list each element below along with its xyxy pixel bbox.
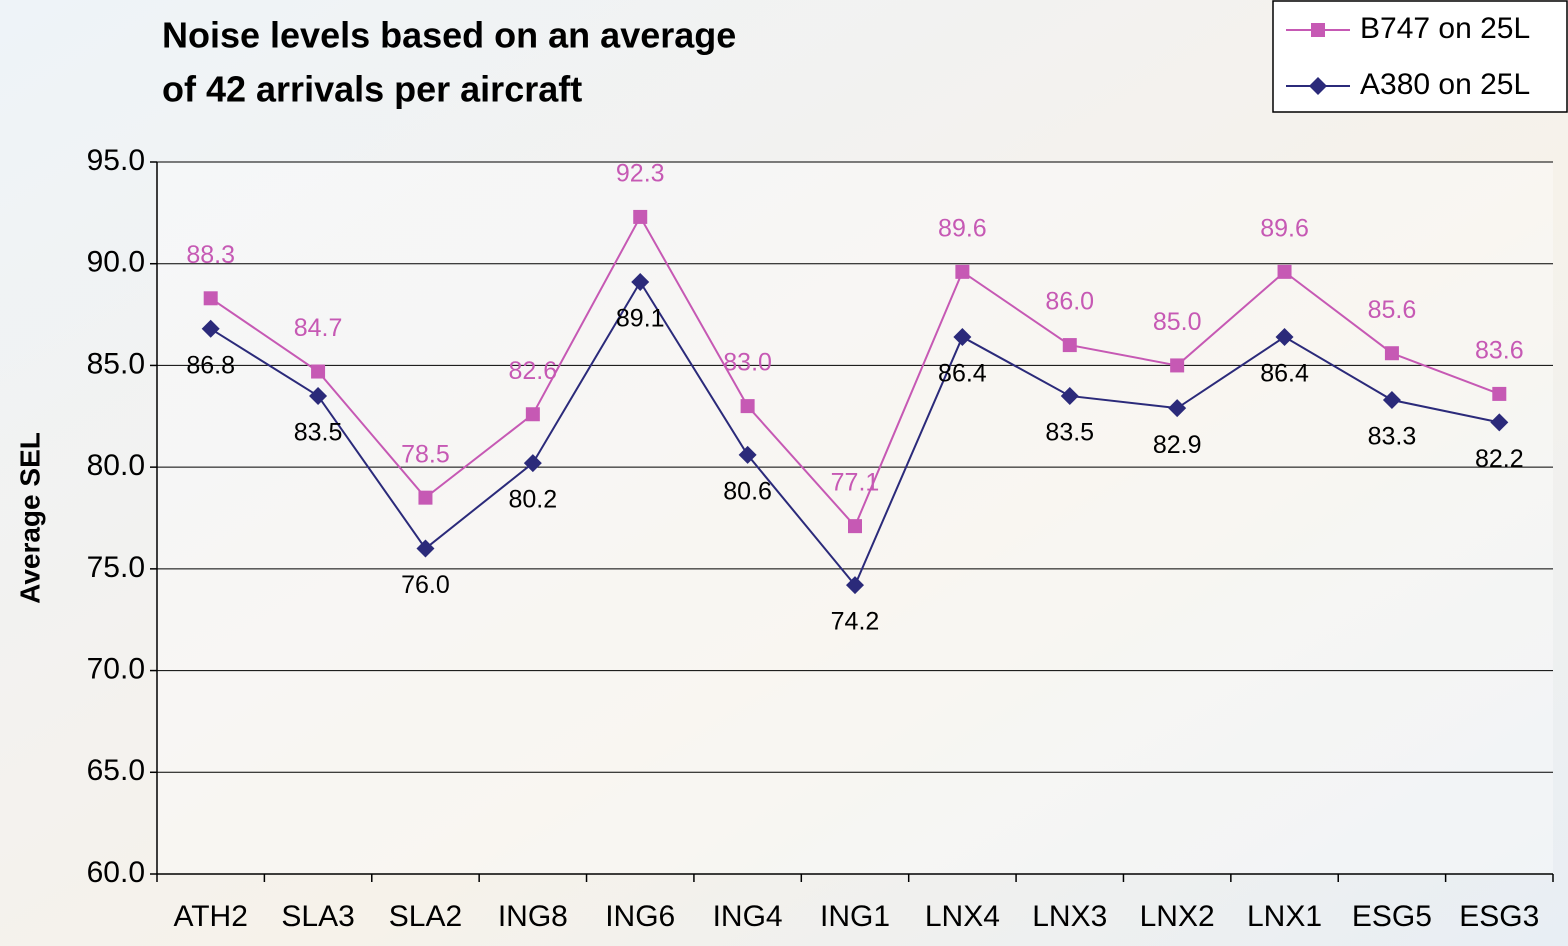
data-label: 83.6 — [1475, 337, 1524, 365]
data-point — [740, 399, 755, 414]
y-tick-label: 75.0 — [87, 551, 145, 584]
data-point — [633, 209, 648, 224]
data-label: 88.3 — [186, 241, 235, 269]
data-label: 86.4 — [1260, 360, 1309, 388]
y-tick-label: 60.0 — [87, 856, 145, 889]
data-point — [846, 576, 864, 595]
data-label: 78.5 — [401, 440, 450, 468]
data-label: 74.2 — [831, 608, 880, 636]
x-tick-label: LNX4 — [925, 900, 1000, 933]
data-point — [1492, 386, 1507, 401]
data-label: 89.6 — [1260, 214, 1309, 242]
plot-area — [157, 162, 1553, 874]
data-label: 77.1 — [831, 469, 880, 497]
x-tick-label: LNX3 — [1032, 900, 1107, 933]
x-tick-label: ESG5 — [1352, 900, 1432, 933]
data-point — [738, 445, 757, 464]
data-label: 80.6 — [723, 478, 772, 506]
y-axis-title: Average SEL — [14, 432, 45, 604]
data-point — [416, 539, 435, 558]
x-tick-label: SLA3 — [281, 900, 354, 933]
data-point — [203, 291, 218, 306]
x-tick-label: ING6 — [605, 900, 675, 933]
y-tick-label: 90.0 — [87, 246, 145, 279]
data-point — [418, 490, 433, 505]
data-point — [953, 327, 972, 346]
data-label: 86.0 — [1045, 288, 1094, 316]
data-label: 83.5 — [294, 419, 343, 447]
y-tick-label: 95.0 — [87, 144, 145, 177]
data-label: 76.0 — [401, 571, 450, 599]
data-point — [1060, 386, 1079, 405]
data-point — [1384, 346, 1399, 361]
x-tick-label: ING4 — [713, 900, 783, 933]
data-label: 82.9 — [1153, 431, 1202, 459]
data-point — [1275, 327, 1294, 346]
data-label: 85.6 — [1368, 296, 1417, 324]
data-label: 82.2 — [1475, 445, 1524, 473]
data-label: 80.2 — [509, 486, 558, 514]
y-tick-label: 80.0 — [87, 449, 145, 482]
data-point — [525, 407, 540, 422]
data-point — [1170, 358, 1185, 373]
data-point — [201, 319, 220, 338]
data-point — [1062, 338, 1077, 353]
data-point — [1168, 399, 1187, 418]
x-tick-label: ATH2 — [173, 900, 247, 933]
data-label: 89.6 — [938, 214, 987, 242]
legend-label: B747 on 25L — [1360, 12, 1530, 45]
data-point — [1382, 391, 1401, 410]
data-label: 84.7 — [294, 314, 343, 342]
data-label: 83.0 — [723, 349, 772, 377]
x-tick-label: ING8 — [498, 900, 568, 933]
y-tick-label: 70.0 — [87, 652, 145, 685]
chart-title: Noise levels based on an average — [162, 15, 736, 56]
data-label: 92.3 — [616, 160, 665, 188]
y-tick-label: 85.0 — [87, 347, 145, 380]
x-tick-label: ING1 — [820, 900, 890, 933]
x-tick-label: LNX1 — [1247, 900, 1322, 933]
data-point — [311, 364, 326, 379]
data-label: 83.5 — [1045, 419, 1094, 447]
data-point — [523, 454, 542, 473]
data-label: 82.6 — [509, 357, 558, 385]
legend-label: A380 on 25L — [1360, 68, 1530, 101]
data-point — [309, 386, 328, 405]
legend-marker — [1311, 23, 1325, 37]
data-label: 85.0 — [1153, 308, 1202, 336]
legend — [1272, 0, 1568, 113]
legend-marker — [1309, 77, 1327, 95]
data-label: 83.3 — [1368, 423, 1417, 451]
data-label: 89.1 — [616, 305, 665, 333]
data-label: 86.8 — [186, 351, 235, 379]
chart-title: of 42 arrivals per aircraft — [162, 69, 582, 110]
data-label: 86.4 — [938, 360, 987, 388]
data-point — [631, 273, 650, 292]
data-point — [1277, 264, 1292, 279]
y-tick-label: 65.0 — [87, 754, 145, 787]
data-point — [1490, 413, 1509, 432]
x-tick-label: LNX2 — [1140, 900, 1215, 933]
data-point — [848, 519, 862, 534]
data-point — [955, 264, 970, 279]
x-tick-label: SLA2 — [389, 900, 462, 933]
x-tick-label: ESG3 — [1459, 900, 1539, 933]
